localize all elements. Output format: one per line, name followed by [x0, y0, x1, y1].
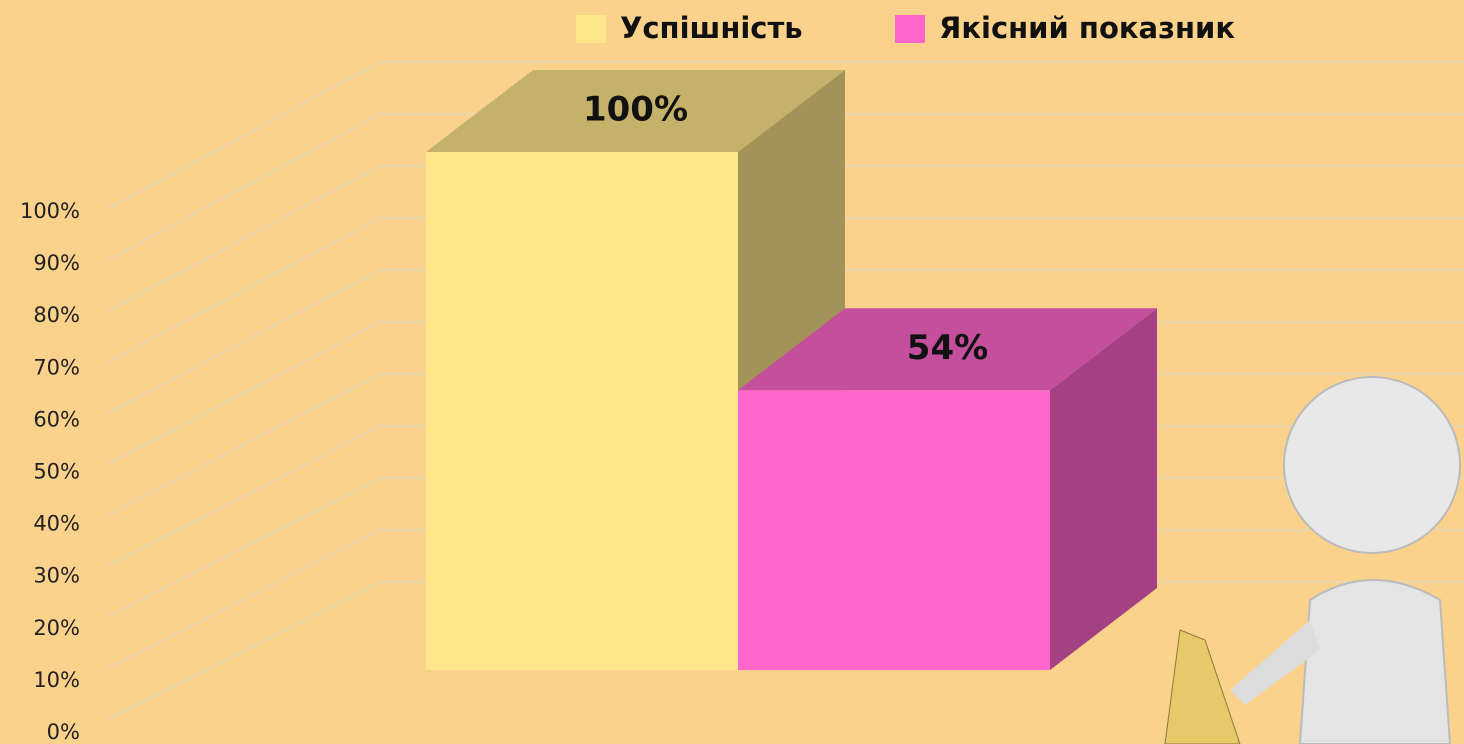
y-tick-label: 90% — [33, 251, 80, 275]
bars: 100% 54% — [426, 70, 1157, 670]
figure — [1165, 377, 1460, 744]
value-label: 100% — [583, 90, 688, 130]
figure-head — [1284, 377, 1460, 553]
y-tick-label: 100% — [20, 199, 80, 223]
y-tick-label: 0% — [47, 720, 80, 744]
y-tick-label: 70% — [33, 355, 80, 379]
y-tick-label: 40% — [33, 512, 80, 536]
y-tick-label: 30% — [33, 564, 80, 588]
legend-label: Успішність — [620, 11, 803, 45]
pencil — [1165, 630, 1240, 744]
y-tick-label: 20% — [33, 616, 80, 640]
legend: Успішність Якісний показник — [576, 11, 1235, 45]
legend-swatch — [576, 15, 606, 43]
y-tick-label: 10% — [33, 668, 80, 692]
y-tick-label: 80% — [33, 303, 80, 327]
value-label: 54% — [907, 328, 988, 368]
chart: 0% 10% 20% 30% 40% 50% 60% 70% 80% 90% 100% 100% 54… — [0, 0, 1464, 744]
y-tick-label: 60% — [33, 407, 80, 431]
page: 0% 10% 20% 30% 40% 50% 60% 70% 80% 90% 100% 100% 54… — [0, 0, 1464, 744]
y-tick-label: 50% — [33, 460, 80, 484]
legend-swatch — [895, 15, 925, 43]
figure-body — [1300, 580, 1450, 744]
bar — [426, 152, 738, 670]
bar — [738, 390, 1050, 670]
legend-label: Якісний показник — [939, 11, 1235, 45]
